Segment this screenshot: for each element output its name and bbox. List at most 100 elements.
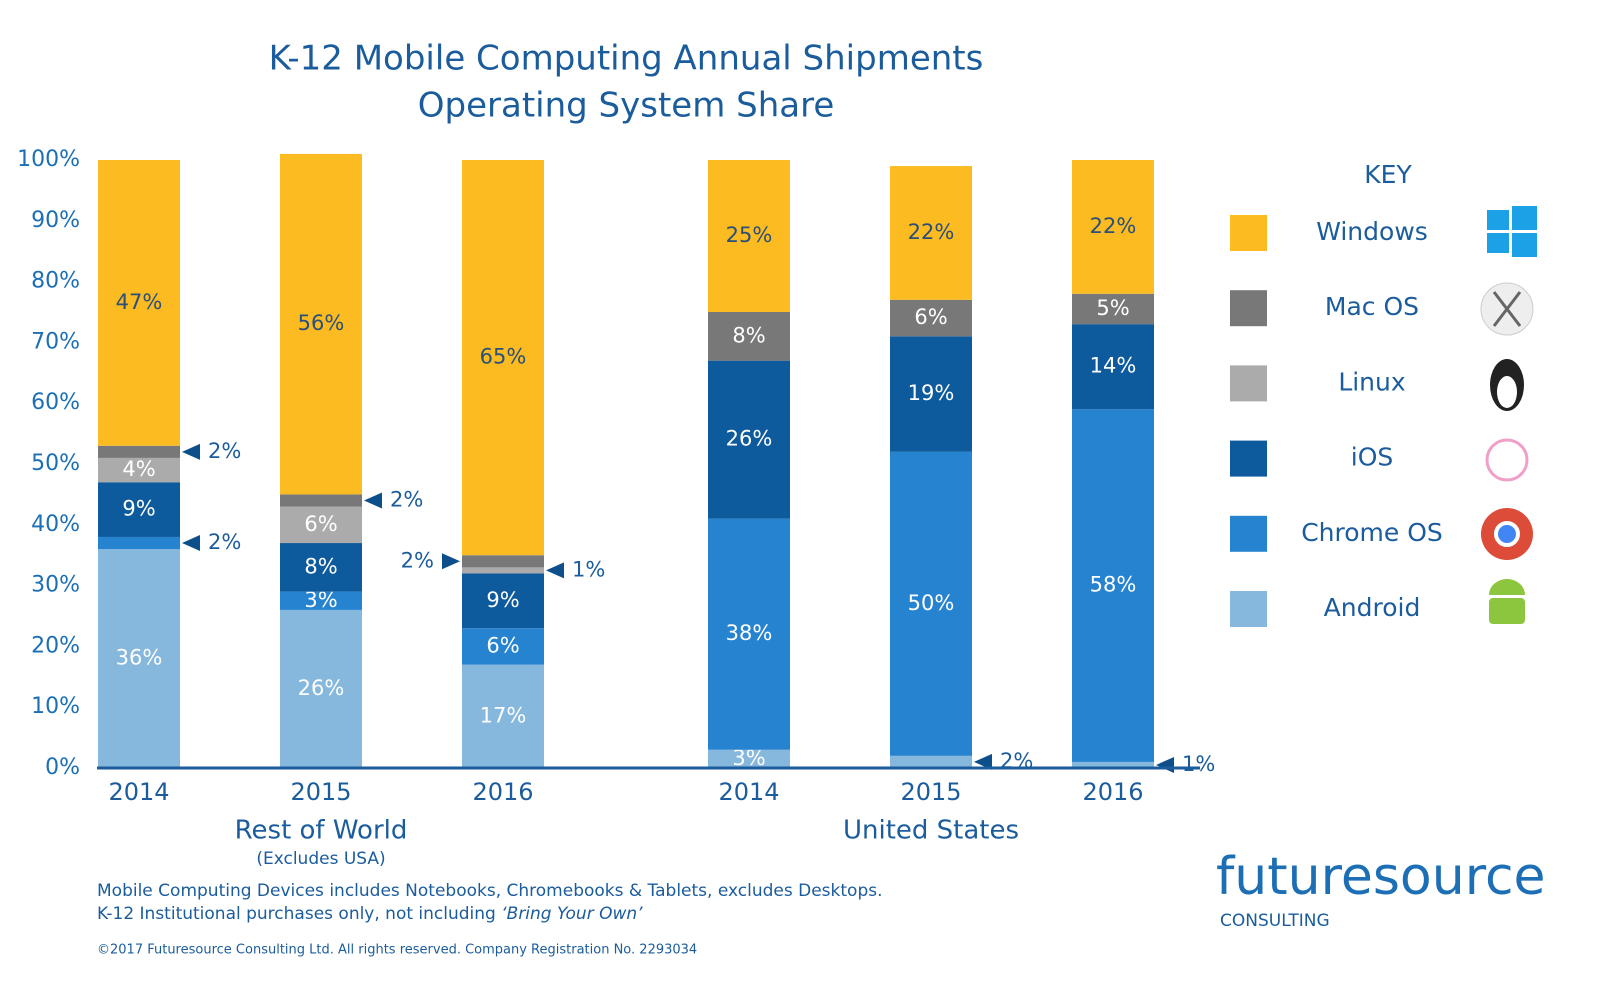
value-label: 9%	[122, 497, 155, 521]
label-arrow	[364, 492, 382, 509]
bar-segment	[890, 166, 972, 300]
x-tick-label: 2016	[472, 778, 533, 806]
y-tick-label: 90%	[31, 208, 80, 233]
value-label: 19%	[908, 381, 955, 405]
label-arrow	[182, 535, 200, 552]
group-label: Rest of World	[235, 816, 408, 846]
value-label: 2%	[390, 487, 423, 511]
bar-segment	[462, 573, 544, 629]
bar-segment	[280, 543, 362, 592]
legend-swatch	[1230, 515, 1267, 552]
note-emphasis: ‘Bring Your Own’	[501, 904, 643, 924]
value-label: 47%	[116, 290, 163, 314]
bar-segment	[98, 445, 180, 458]
legend-swatch	[1230, 591, 1267, 627]
label-arrow	[182, 443, 200, 460]
value-label: 22%	[1090, 214, 1137, 238]
label-arrow	[974, 753, 992, 770]
chart-title: K-12 Mobile Computing Annual Shipments	[269, 39, 984, 79]
value-label: 26%	[726, 427, 773, 451]
bar-segment	[462, 628, 544, 665]
bar-segment	[462, 567, 544, 574]
bar-segment	[98, 457, 180, 483]
value-label: 3%	[732, 746, 765, 770]
bar-segment	[280, 153, 362, 495]
bar-segment	[890, 299, 972, 337]
value-label: 1%	[572, 557, 605, 581]
value-label: 22%	[908, 220, 955, 244]
bar-segment	[280, 609, 362, 768]
bar-segment	[1072, 409, 1154, 762]
value-label: 8%	[304, 554, 337, 578]
bar-segment	[98, 549, 180, 768]
legend-label: Mac OS	[1325, 292, 1419, 321]
value-label: 1%	[1182, 752, 1215, 776]
bar-segment	[890, 336, 972, 452]
y-tick-label: 80%	[31, 269, 80, 294]
group-label: United States	[843, 816, 1019, 846]
bar-segment	[708, 360, 790, 519]
label-arrow	[1156, 756, 1174, 773]
bar-segment	[708, 518, 790, 750]
value-label: 58%	[1090, 573, 1137, 597]
value-label: 65%	[480, 345, 527, 369]
legend-label: Linux	[1338, 367, 1405, 396]
icons	[1480, 206, 1537, 624]
group-subtitle: (Excludes USA)	[256, 849, 385, 869]
y-tick-label: 70%	[31, 329, 80, 354]
chart-title: Operating System Share	[418, 86, 835, 126]
legend-swatch	[1230, 365, 1267, 402]
value-label: 38%	[726, 621, 773, 645]
bar-segment	[98, 482, 180, 537]
bar-segment	[708, 312, 790, 361]
bar-segment	[462, 160, 544, 556]
y-tick-label: 10%	[31, 694, 80, 719]
bar-segment	[708, 749, 790, 768]
bar-segment	[462, 555, 544, 568]
copyright: ©2017 Futuresource Consulting Ltd. All r…	[97, 943, 697, 958]
logo-name: futuresource	[1216, 847, 1546, 907]
value-label: 6%	[304, 512, 337, 536]
label-arrow	[546, 562, 564, 579]
value-label: 9%	[486, 588, 519, 612]
note-text: K-12 Institutional purchases only, not i…	[97, 904, 501, 924]
value-label: 8%	[732, 323, 765, 347]
bar-segment	[1072, 293, 1154, 325]
x-tick-label: 2016	[1082, 778, 1143, 806]
x-tick-label: 2014	[108, 778, 169, 806]
legend-title: KEY	[1364, 160, 1412, 189]
value-label: 2%	[208, 439, 241, 463]
label-arrow	[442, 553, 460, 570]
bar-segment	[1072, 761, 1154, 768]
y-tick-label: 100%	[17, 147, 80, 172]
legend-swatch	[1230, 290, 1267, 327]
x-tick-label: 2015	[290, 778, 351, 806]
value-label: 26%	[298, 676, 345, 700]
legend-swatch	[1230, 215, 1267, 251]
y-tick-label: 40%	[31, 512, 80, 537]
x-tick-label: 2014	[718, 778, 779, 806]
value-label: 14%	[1090, 354, 1137, 378]
legend-label: Windows	[1316, 217, 1428, 246]
value-label: 2%	[401, 548, 434, 572]
bar-segment	[280, 591, 362, 610]
x-tick-label: 2015	[900, 778, 961, 806]
value-label: 36%	[116, 646, 163, 670]
value-label: 50%	[908, 591, 955, 615]
logo-tagline: CONSULTING	[1220, 911, 1330, 931]
y-tick-label: 30%	[31, 573, 80, 598]
legend-label: Chrome OS	[1301, 518, 1443, 547]
bar-segment	[1072, 160, 1154, 294]
value-label: 25%	[726, 223, 773, 247]
value-label: 3%	[304, 588, 337, 612]
legend-label: iOS	[1351, 443, 1394, 472]
y-tick-label: 50%	[31, 451, 80, 476]
bar-segment	[280, 506, 362, 544]
value-label: 5%	[1096, 296, 1129, 320]
bar-segment	[890, 451, 972, 756]
bar-segment	[708, 160, 790, 312]
y-tick-label: 60%	[31, 390, 80, 415]
legend-label: Android	[1324, 593, 1421, 622]
y-tick-label: 0%	[45, 755, 80, 780]
